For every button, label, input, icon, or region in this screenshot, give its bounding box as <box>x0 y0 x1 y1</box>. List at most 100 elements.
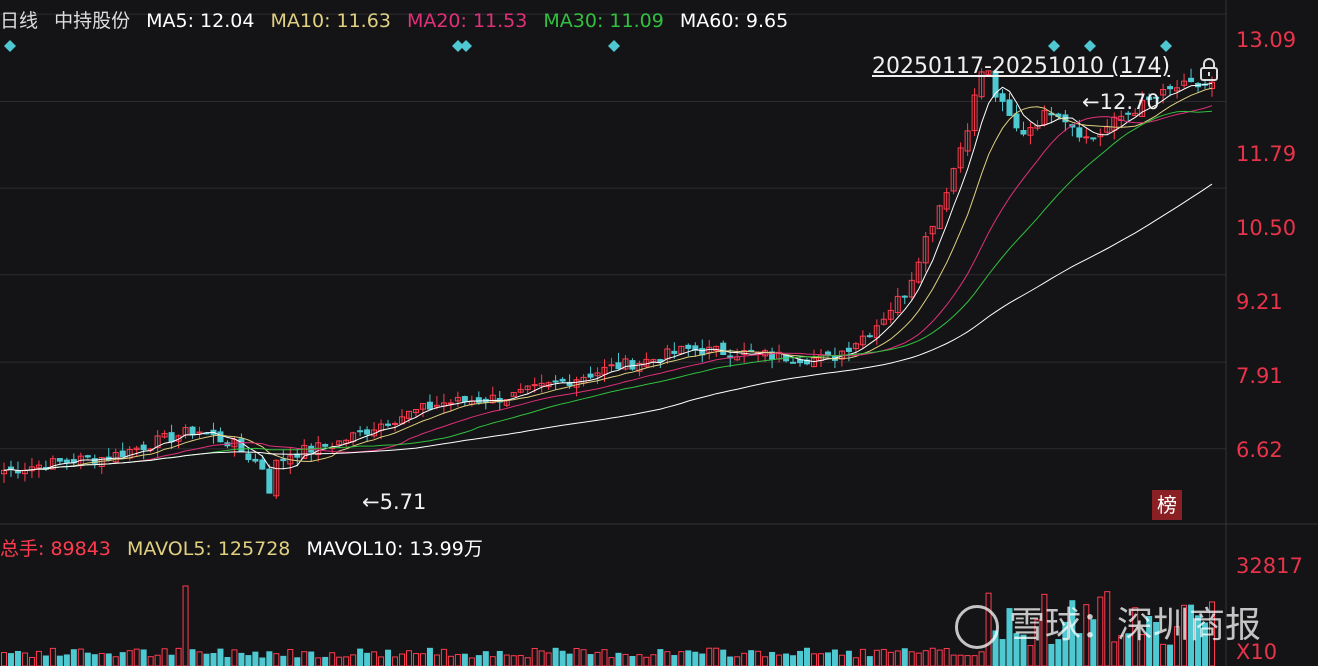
volume-bar <box>573 648 580 666</box>
volume-bar <box>748 650 755 666</box>
lock-icon[interactable] <box>1199 58 1219 82</box>
volume-bar <box>664 651 671 666</box>
candle-body <box>1076 127 1083 138</box>
period-label[interactable]: 日线 <box>0 10 39 32</box>
volume-bar <box>790 655 797 666</box>
candle-body <box>950 168 957 192</box>
event-marker-icon[interactable] <box>1084 40 1096 52</box>
event-marker-icon[interactable] <box>4 40 16 52</box>
candle-body <box>461 396 468 402</box>
volume-bar <box>559 650 566 666</box>
event-markers[interactable] <box>4 40 1172 52</box>
volume-bar <box>154 654 161 666</box>
candle-body <box>713 345 720 352</box>
volume-bar <box>147 656 154 666</box>
candle-body <box>175 435 182 442</box>
ma60-label: MA60: 9.65 <box>679 10 789 32</box>
volume-bar <box>699 653 706 666</box>
event-marker-icon[interactable] <box>1048 40 1060 52</box>
candle-body <box>280 458 287 462</box>
ma20-line <box>3 105 1213 472</box>
candle-body <box>196 431 203 434</box>
candle-body <box>1083 136 1090 139</box>
volume-bar <box>510 655 517 666</box>
volume-bar <box>1125 633 1132 666</box>
candle-body <box>957 147 964 169</box>
volume-bar <box>671 655 678 666</box>
candle-body <box>1125 112 1132 115</box>
volume-bar <box>887 651 894 666</box>
volume-bar <box>336 656 343 666</box>
candle-body <box>266 468 273 494</box>
event-marker-icon[interactable] <box>452 40 464 52</box>
price-legend: 日线 中持股份 MA5: 12.04 MA10: 11.63 MA20: 11.… <box>0 6 798 33</box>
volume-bar <box>105 653 112 666</box>
event-marker-icon[interactable] <box>1160 40 1172 52</box>
candle-body <box>419 403 426 410</box>
volume-bar <box>1195 615 1202 666</box>
volume-bar <box>371 651 378 666</box>
candle-body <box>510 392 517 397</box>
volume-bar <box>224 656 231 666</box>
candle-body <box>1146 96 1153 101</box>
candle-body <box>112 452 119 463</box>
candle-body <box>873 325 880 339</box>
candle-body <box>357 430 364 433</box>
candle-body <box>447 402 454 405</box>
volume-bar <box>1090 619 1097 666</box>
volume-bar <box>622 653 629 666</box>
volume-bar <box>859 648 866 666</box>
candle-body <box>929 225 936 235</box>
low-price-annotation: ←5.71 <box>362 490 427 514</box>
volume-bar <box>231 649 238 666</box>
volume-bar <box>98 652 105 666</box>
ma5-label: MA5: 12.04 <box>146 10 255 32</box>
volume-bar <box>196 651 203 666</box>
price-candles <box>1 68 1215 499</box>
volume-bar <box>140 649 147 666</box>
candle-body <box>538 382 545 387</box>
volume-bar <box>42 655 49 666</box>
candle-body <box>915 261 922 283</box>
volume-bar <box>21 652 28 666</box>
candle-body <box>1111 116 1118 131</box>
candle-body <box>154 435 161 448</box>
watermark: 雪球：深圳商报 <box>955 596 1261 649</box>
volume-bar <box>643 656 650 666</box>
volume-bar <box>741 652 748 666</box>
volume-bar <box>322 656 329 666</box>
mavol5-label: MAVOL5: 125728 <box>126 538 291 560</box>
volume-bar <box>496 650 503 666</box>
candle-body <box>259 459 266 470</box>
candle-body <box>1139 99 1146 118</box>
event-marker-icon[interactable] <box>460 40 472 52</box>
volume-bar <box>517 654 524 666</box>
candle-body <box>1090 137 1097 140</box>
rank-badge[interactable]: 榜 <box>1152 490 1182 520</box>
candle-body <box>587 373 594 378</box>
event-marker-icon[interactable] <box>608 40 620 52</box>
price-tick: 6.62 <box>1236 438 1283 462</box>
volume-bar <box>1062 621 1069 666</box>
candle-body <box>552 380 559 383</box>
candle-body <box>720 342 727 356</box>
volume-bar <box>461 653 468 666</box>
candle-body <box>161 432 168 438</box>
volume-bar <box>797 650 804 666</box>
ma60-line <box>3 183 1213 472</box>
volume-bar <box>426 647 433 666</box>
candle-body <box>859 335 866 346</box>
stock-name: 中持股份 <box>54 10 131 32</box>
date-range-label[interactable]: 20250117-20251010 (174) <box>872 54 1171 79</box>
candle-body <box>685 344 692 349</box>
price-tick: 13.09 <box>1236 28 1297 52</box>
candle-body <box>273 459 280 497</box>
volume-bar <box>1097 596 1104 666</box>
volume-bar <box>678 651 685 666</box>
volume-bar <box>817 653 824 666</box>
volume-bar <box>133 648 140 666</box>
volume-bar <box>824 652 831 666</box>
volume-bar <box>14 650 21 666</box>
volume-bar <box>182 585 189 666</box>
volume-bar <box>971 655 978 666</box>
